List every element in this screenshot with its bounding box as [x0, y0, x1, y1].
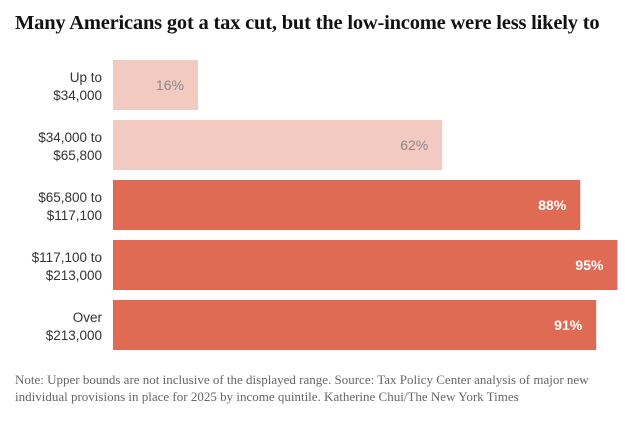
bar: [113, 240, 618, 290]
category-label: $65,800: [53, 148, 102, 163]
chart-title: Many Americans got a tax cut, but the lo…: [15, 12, 600, 34]
bar: [113, 60, 198, 110]
source-note: Note: Upper bounds are not inclusive of …: [15, 372, 589, 404]
category-label: Up to: [70, 70, 102, 85]
data-label: 88%: [538, 197, 567, 213]
category-label: $117,100 to: [32, 250, 102, 265]
category-label: $213,000: [46, 268, 102, 283]
data-label: 16%: [156, 77, 184, 93]
category-label: $117,100: [47, 208, 102, 223]
data-label: 91%: [554, 317, 583, 333]
bar: [113, 180, 581, 230]
data-label: 62%: [400, 137, 428, 153]
bar: [113, 120, 443, 170]
category-label: $34,000 to: [38, 130, 102, 145]
bar-chart: 16% Up to $34,000 62% $34,000 to $65,800 88% $6…: [32, 60, 618, 350]
category-label: $65,800 to: [38, 190, 102, 205]
bar: [113, 300, 597, 350]
data-label: 95%: [575, 257, 604, 273]
category-label: Over: [73, 310, 103, 325]
category-label: $213,000: [46, 328, 102, 343]
category-label: $34,000: [53, 88, 102, 103]
